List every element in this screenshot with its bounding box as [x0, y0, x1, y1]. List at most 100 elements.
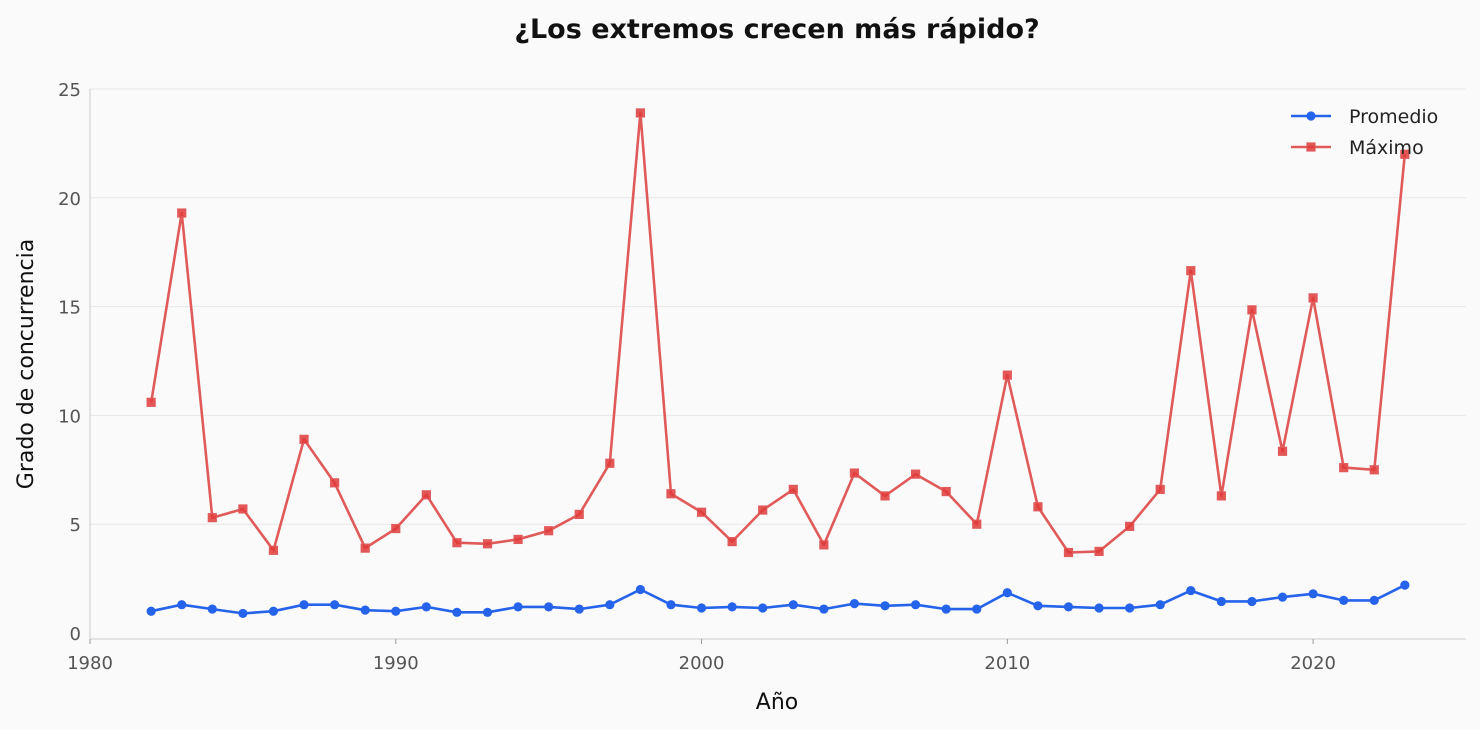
- data-point: [910, 469, 921, 479]
- data-point: [849, 468, 860, 478]
- data-point: [1002, 370, 1012, 380]
- data-point: [421, 602, 431, 612]
- series-máximo: [146, 108, 1410, 558]
- x-axis-label: Año: [756, 690, 798, 715]
- y-tick-label: 15: [58, 298, 81, 319]
- y-tick-label: 20: [58, 189, 81, 210]
- data-point: [849, 599, 860, 609]
- series-layer: [146, 108, 1410, 619]
- data-point: [1155, 600, 1165, 610]
- data-point: [391, 606, 401, 616]
- data-point: [788, 484, 798, 494]
- data-point: [1369, 595, 1379, 605]
- legend-marker: [1306, 111, 1316, 121]
- data-point: [972, 519, 982, 529]
- data-point: [207, 604, 217, 614]
- data-point: [177, 208, 187, 218]
- x-tick-label: 2000: [679, 653, 725, 674]
- data-point: [1094, 546, 1104, 557]
- data-point: [880, 491, 890, 501]
- data-point: [574, 509, 584, 520]
- data-point: [972, 604, 982, 614]
- data-point: [1125, 521, 1135, 531]
- data-point: [1216, 491, 1226, 501]
- data-point: [911, 600, 921, 610]
- legend-label: Promedio: [1349, 106, 1438, 128]
- data-point: [880, 601, 890, 611]
- data-point: [635, 108, 646, 118]
- data-point: [544, 526, 554, 536]
- data-point: [299, 434, 309, 444]
- data-point: [452, 538, 462, 548]
- data-point: [513, 534, 523, 545]
- legend-marker: [1306, 142, 1316, 152]
- data-point: [1339, 463, 1349, 473]
- data-point: [1277, 446, 1288, 456]
- data-point: [238, 504, 248, 514]
- data-point: [482, 539, 493, 549]
- data-point: [421, 490, 431, 500]
- data-point: [788, 600, 798, 610]
- data-point: [146, 606, 156, 616]
- data-point: [635, 584, 646, 595]
- tick-labels: 0 5 10 15 20 25 1980 1990 2000 2010 2020: [58, 80, 1336, 674]
- data-point: [1186, 585, 1196, 596]
- data-point: [207, 513, 217, 523]
- data-point: [1400, 580, 1410, 590]
- data-point: [1033, 601, 1043, 611]
- data-point: [360, 605, 370, 615]
- axes: [89, 89, 1466, 640]
- data-point: [819, 540, 829, 550]
- data-point: [666, 600, 676, 610]
- data-point: [574, 604, 584, 614]
- data-point: [727, 602, 737, 612]
- data-point: [605, 458, 615, 468]
- y-tick-label: 10: [58, 406, 81, 427]
- data-point: [1277, 592, 1288, 602]
- data-point: [1094, 603, 1104, 613]
- data-point: [299, 600, 309, 610]
- x-tick-label: 1980: [67, 653, 113, 674]
- data-point: [268, 606, 279, 616]
- legend-entry: Promedio: [1291, 106, 1438, 128]
- data-point: [1063, 547, 1074, 558]
- data-point: [941, 604, 951, 614]
- data-point: [268, 545, 279, 555]
- gridlines: [90, 88, 1466, 525]
- data-point: [1308, 589, 1318, 599]
- data-point: [1308, 293, 1318, 303]
- y-tick-label: 0: [70, 624, 81, 645]
- data-point: [544, 602, 554, 612]
- x-tick-label: 2010: [984, 653, 1030, 674]
- data-point: [696, 507, 707, 517]
- data-point: [696, 603, 707, 613]
- data-point: [1002, 588, 1012, 598]
- data-point: [452, 607, 462, 617]
- series-promedio: [146, 580, 1410, 619]
- data-point: [1216, 596, 1226, 607]
- data-point: [1155, 484, 1165, 494]
- data-point: [758, 603, 768, 613]
- x-tick-label: 1990: [373, 653, 419, 674]
- series-line: [149, 111, 1407, 554]
- data-point: [758, 505, 768, 515]
- data-point: [482, 607, 493, 617]
- data-point: [1369, 465, 1379, 475]
- data-point: [1033, 502, 1043, 512]
- data-point: [177, 600, 187, 610]
- data-point: [146, 397, 156, 407]
- data-point: [1339, 595, 1349, 605]
- y-axis-label: Grado de concurrencia: [14, 239, 39, 489]
- data-point: [941, 486, 951, 497]
- legend-entry: Máximo: [1291, 137, 1424, 159]
- data-point: [360, 543, 370, 553]
- data-point: [1400, 149, 1410, 159]
- data-point: [330, 600, 340, 610]
- data-point: [819, 604, 829, 614]
- data-point: [513, 602, 523, 612]
- legend: Promedio Máximo: [1291, 106, 1438, 159]
- data-point: [1247, 596, 1257, 607]
- legend-label: Máximo: [1349, 137, 1424, 159]
- data-point: [330, 478, 340, 488]
- x-tick-label: 2020: [1290, 653, 1336, 674]
